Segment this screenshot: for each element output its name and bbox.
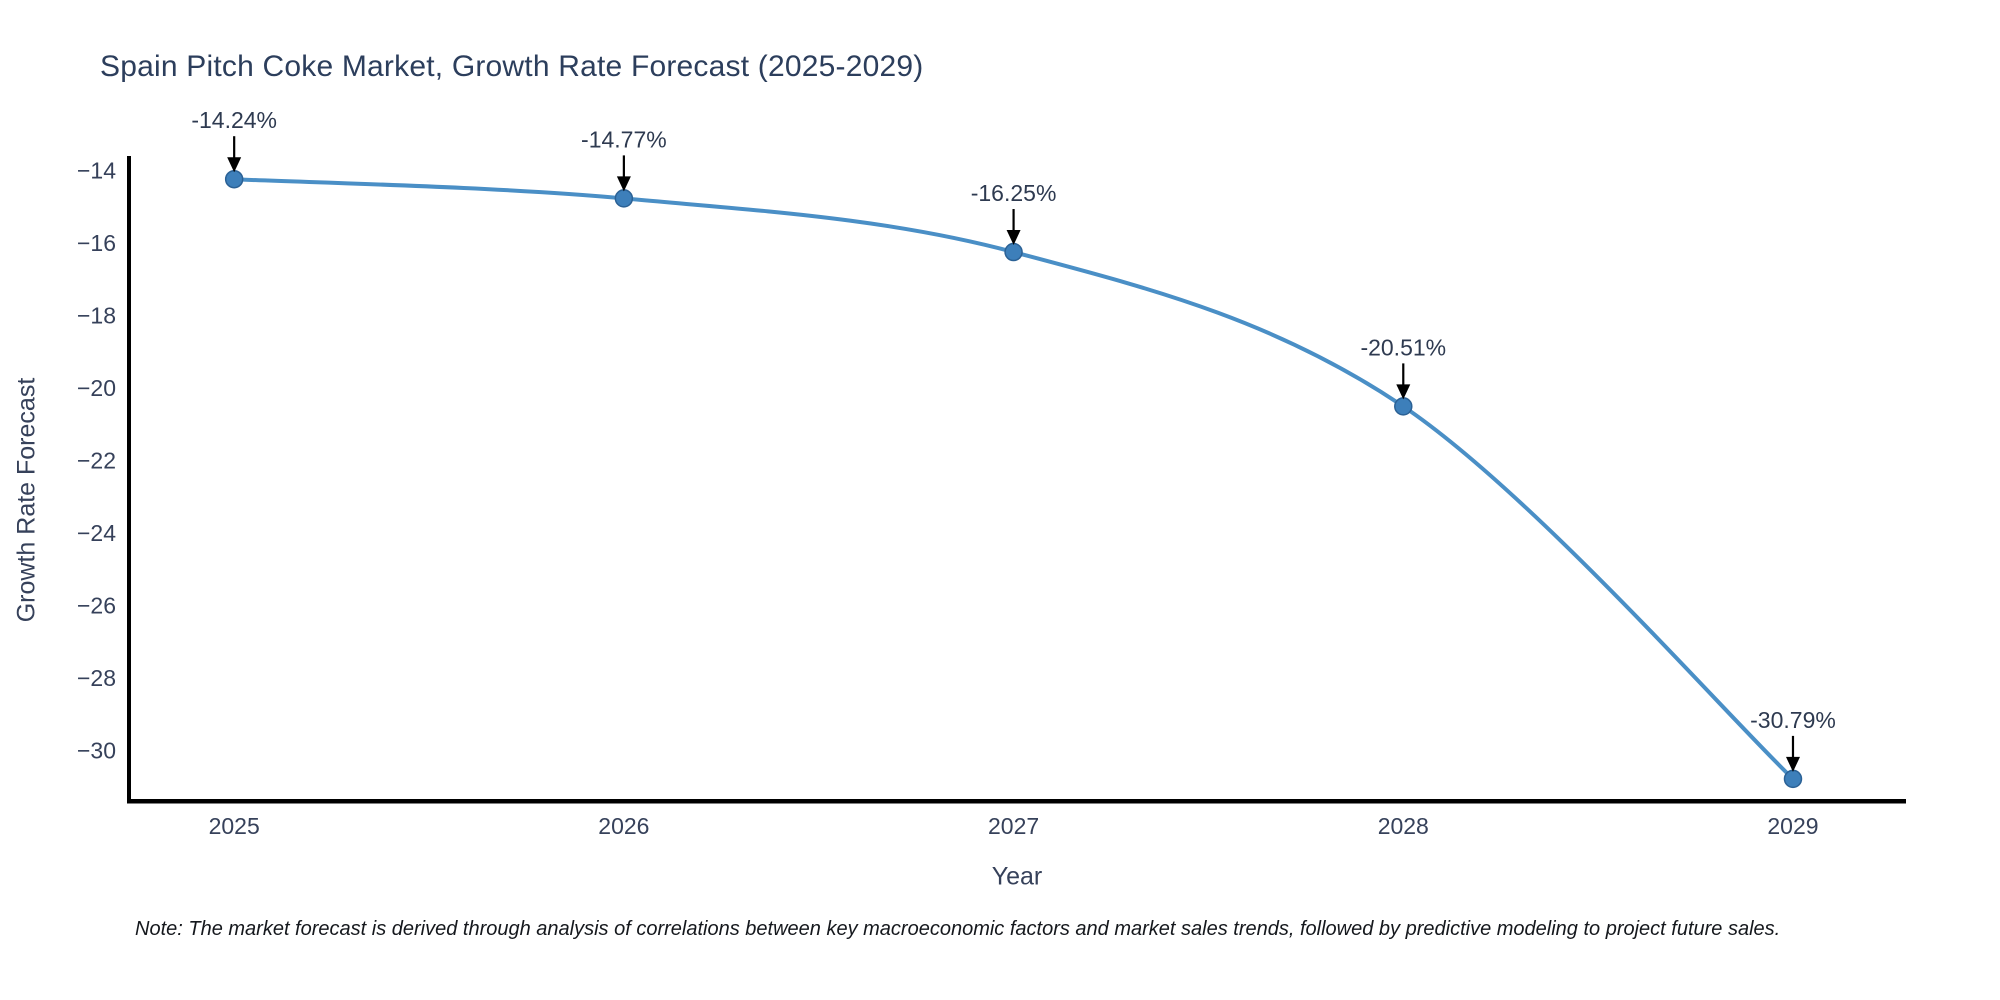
footnote: Note: The market forecast is derived thr… [135, 918, 1781, 940]
y-tick-label: −24 [77, 520, 116, 546]
y-tick-label: −14 [77, 157, 116, 183]
annotation-arrowhead-icon [1785, 756, 1800, 772]
y-tick-label: −28 [77, 665, 116, 691]
annotation-arrowhead-icon [1396, 384, 1411, 400]
data-point-marker[interactable] [1394, 397, 1413, 416]
data-point-marker[interactable] [614, 189, 634, 208]
data-point-label: -30.79% [1750, 707, 1836, 733]
annotation-arrowhead-icon [227, 157, 242, 173]
x-tick-label: 2026 [598, 813, 649, 839]
annotation-arrowhead-icon [616, 176, 631, 192]
data-point-label: -14.24% [191, 107, 277, 133]
y-tick-label: −18 [77, 302, 116, 328]
y-tick-label: −16 [77, 230, 116, 256]
data-point-label: -14.77% [581, 126, 667, 152]
x-axis-title: Year [991, 862, 1043, 891]
x-tick-label: 2029 [1767, 813, 1818, 839]
forecast-line [232, 177, 1795, 781]
x-tick-label: 2025 [209, 813, 260, 839]
y-tick-label: −22 [77, 447, 116, 473]
data-point-label: -20.51% [1360, 334, 1446, 360]
data-point-marker[interactable] [224, 169, 244, 189]
y-tick-label: −30 [77, 737, 116, 763]
x-tick-label: 2027 [988, 813, 1039, 839]
data-point-marker[interactable] [1004, 242, 1023, 262]
y-tick-label: −20 [77, 375, 116, 401]
annotation-arrowhead-icon [1006, 230, 1021, 246]
chart-title: Spain Pitch Coke Market, Growth Rate For… [100, 50, 924, 83]
data-point-label: -16.25% [971, 180, 1057, 206]
y-tick-label: −26 [77, 592, 116, 618]
x-tick-label: 2028 [1378, 813, 1429, 839]
data-point-marker[interactable] [1783, 769, 1803, 789]
